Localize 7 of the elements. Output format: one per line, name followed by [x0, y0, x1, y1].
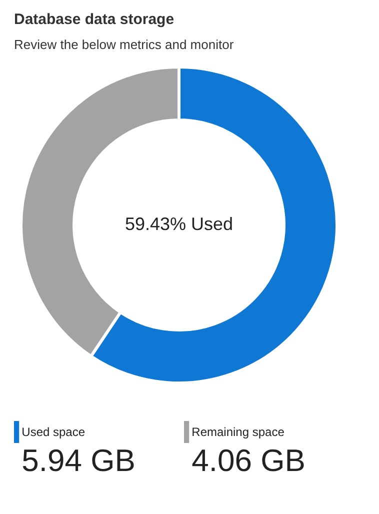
data-label: 4.06 GB — [192, 443, 306, 478]
text: 59.43% Used — [124, 214, 234, 234]
legend-label: Used space — [22, 425, 86, 439]
data-label: 5.94 GB — [22, 443, 136, 478]
legend-label: Remaining space — [192, 425, 285, 439]
chart-title: Database data storage — [14, 11, 174, 28]
chart-subtitle: Review the below metrics and monitor — [14, 37, 234, 52]
